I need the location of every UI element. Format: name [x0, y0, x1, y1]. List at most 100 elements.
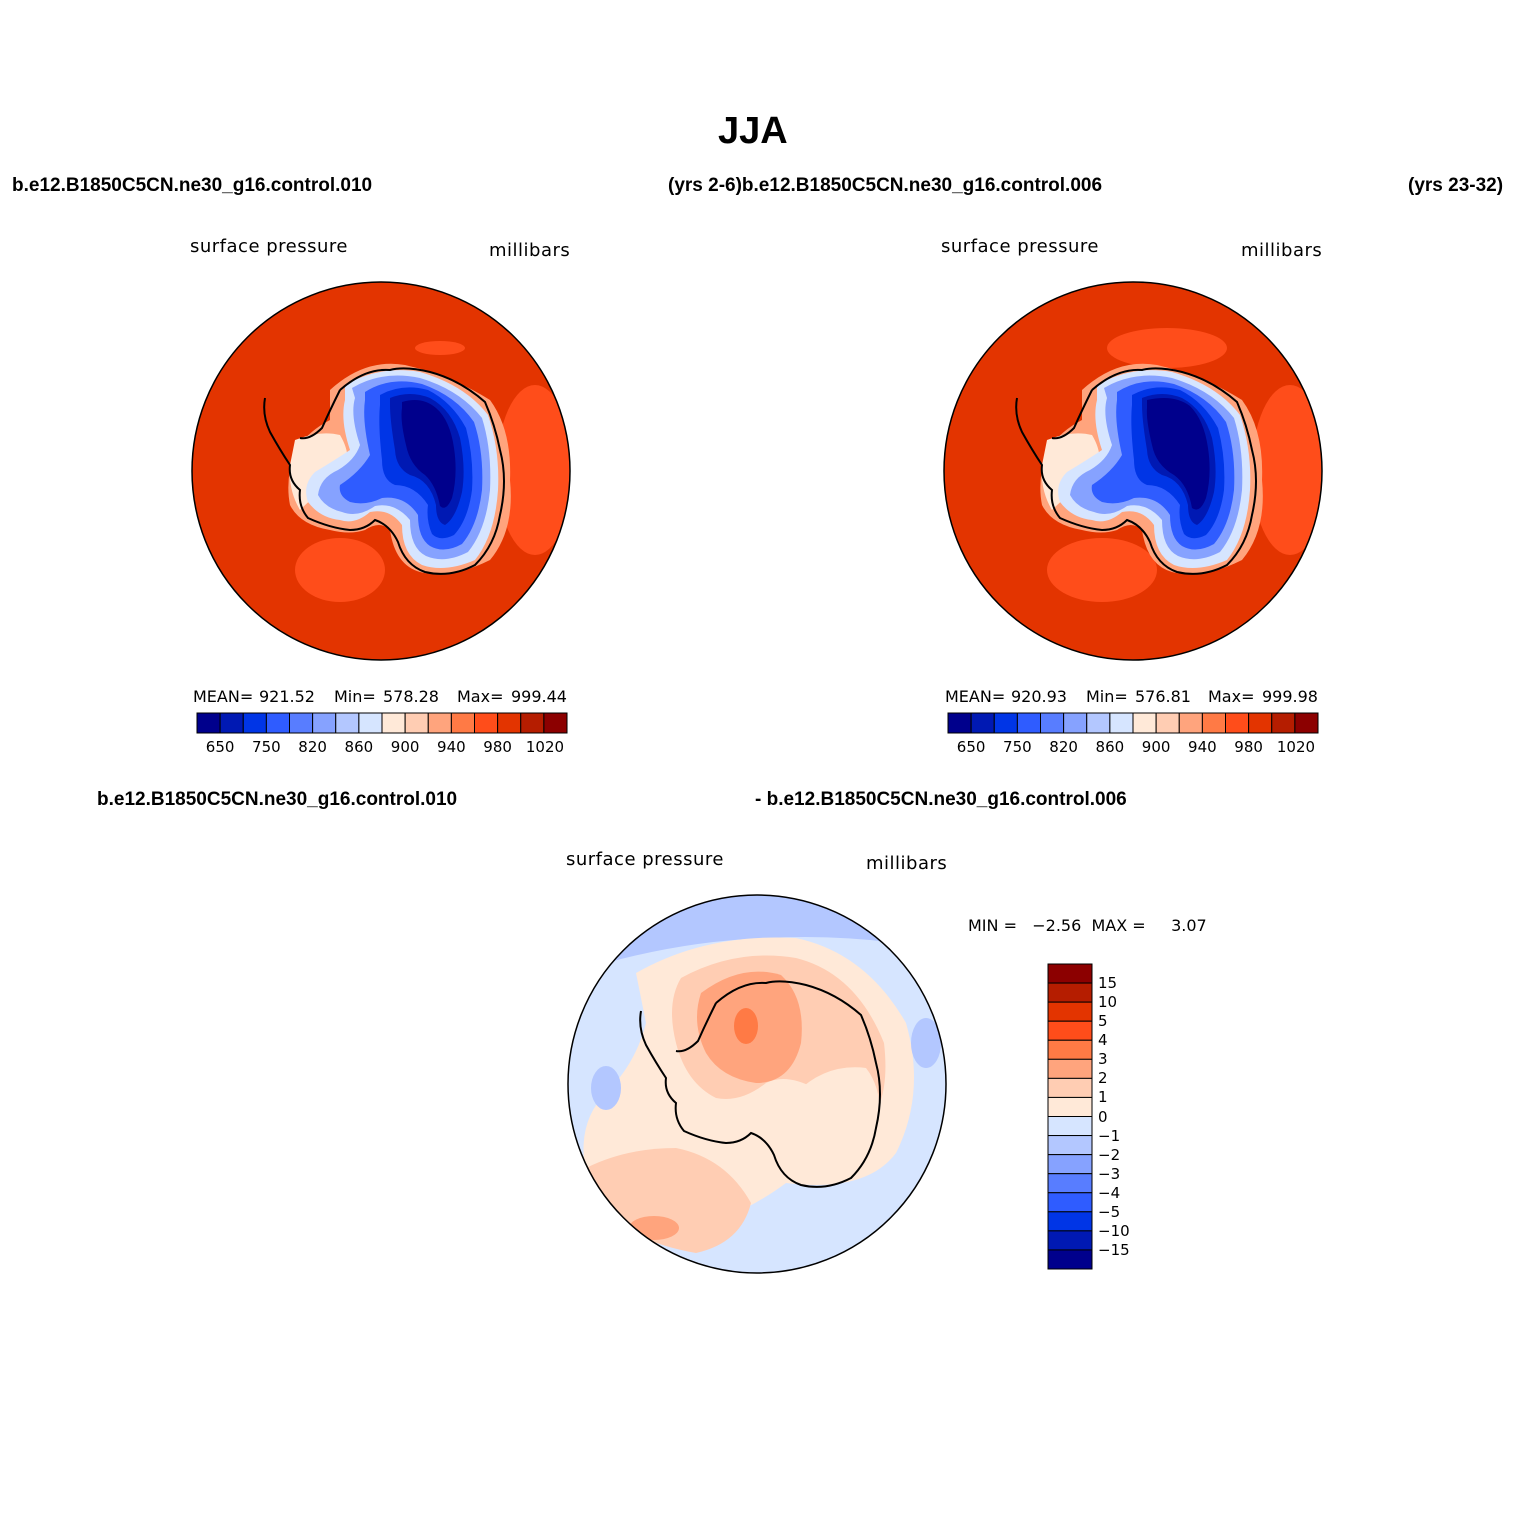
colorbar-swatch [1047, 1173, 1093, 1194]
colorbar-swatch [265, 712, 291, 734]
diff-polar-map [567, 894, 947, 1274]
colorbar-swatch [1063, 712, 1088, 734]
colorbar-tick-label: 1020 [1276, 738, 1316, 756]
colorbar-tick-label: 0 [1098, 1107, 1108, 1126]
colorbar-tick-label: 900 [1141, 738, 1171, 756]
panel1-variable-label: surface pressure [190, 236, 348, 257]
colorbar-swatch [1155, 712, 1180, 734]
colorbar-tick-label: 860 [1095, 738, 1125, 756]
colorbar-swatch [970, 712, 995, 734]
field-pos3 [734, 1008, 758, 1044]
colorbar-swatch [1047, 1058, 1093, 1079]
diff-colorbar [1047, 963, 1093, 1270]
colorbar-tick-label: −2 [1098, 1145, 1121, 1164]
colorbar-tick-label: 10 [1098, 993, 1118, 1012]
field-neg2-east [911, 1018, 941, 1068]
colorbar-tick-label: −4 [1098, 1183, 1121, 1202]
colorbar-swatch [1047, 1077, 1093, 1098]
colorbar-swatch [1086, 712, 1111, 734]
colorbar-swatch [1225, 712, 1250, 734]
colorbar-swatch [312, 712, 337, 734]
colorbar-tick-label: 860 [344, 738, 374, 756]
panel2-min-value: 576.81 [1135, 687, 1191, 706]
panel1-polar-map [191, 281, 571, 661]
colorbar-swatch [1047, 1230, 1093, 1251]
panel1-min-value: 578.28 [383, 687, 439, 706]
colorbar-tick-label: −15 [1098, 1240, 1130, 1259]
plateau-core [1146, 398, 1210, 510]
diff-minmax-label: MIN = −2.56 MAX = 3.07 [968, 916, 1207, 935]
field-neg2-west [591, 1066, 621, 1110]
colorbar-tick-label: 820 [1049, 738, 1078, 756]
panel1-max-value: 999.44 [511, 687, 567, 706]
colorbar-tick-label: 750 [252, 738, 281, 756]
map-boundary-circle [191, 281, 571, 661]
colorbar-tick-label: 3 [1098, 1050, 1108, 1069]
panel2-variable-label: surface pressure [941, 236, 1099, 257]
colorbar-swatch [1271, 712, 1296, 734]
panel2-colorbar [947, 712, 1319, 734]
colorbar-swatch [1294, 712, 1319, 734]
colorbar-swatch [381, 712, 406, 734]
colorbar-swatch [497, 712, 522, 734]
colorbar-tick-label: 940 [437, 738, 466, 756]
colorbar-swatch [1047, 1154, 1093, 1175]
high-pressure-patch-east [1252, 385, 1322, 555]
high-pressure-patch-southwest [295, 538, 385, 602]
panel2-max-value: 999.98 [1262, 687, 1318, 706]
antarctic-coastline [1015, 367, 1257, 575]
colorbar-tick-label: −3 [1098, 1164, 1121, 1183]
panel1-min-label: Min= [334, 687, 376, 706]
panel2-units-label: millibars [1241, 240, 1323, 261]
panel1-mean-value: 921.52 [259, 687, 315, 706]
colorbar-swatch [474, 712, 499, 734]
colorbar-swatch [289, 712, 314, 734]
colorbar-swatch [1047, 1192, 1093, 1213]
colorbar-swatch [520, 712, 545, 734]
colorbar-swatch [1132, 712, 1157, 734]
colorbar-swatch [993, 712, 1018, 734]
colorbar-swatch [1047, 1249, 1093, 1270]
diff-case-left-label: b.e12.B1850C5CN.ne30_g16.control.010 [97, 789, 458, 810]
high-pressure-patch-north [1107, 328, 1227, 368]
panel1-units-label: millibars [489, 240, 571, 261]
colorbar-tick-label: 980 [483, 738, 512, 756]
colorbar-swatch [1047, 982, 1093, 1003]
colorbar-swatch [1248, 712, 1273, 734]
high-pressure-patch-north [415, 341, 465, 355]
colorbar-swatch [1047, 1135, 1093, 1156]
high-pressure-patch-east [497, 385, 570, 555]
colorbar-swatch [543, 712, 568, 734]
colorbar-swatch [1047, 1096, 1093, 1118]
colorbar-swatch [1047, 1039, 1093, 1060]
diff-units-label: millibars [866, 853, 948, 874]
panel1-max-label: Max= [457, 687, 504, 706]
colorbar-swatch [196, 712, 221, 734]
panel2-max-label: Max= [1208, 687, 1255, 706]
antarctic-coastline [263, 367, 505, 575]
map-boundary-circle [567, 894, 947, 1274]
map-boundary-circle [943, 281, 1323, 661]
colorbar-tick-label: −5 [1098, 1202, 1121, 1221]
colorbar-tick-label: 1020 [525, 738, 565, 756]
panel1-colorbar-ticks: 650 750 820 860 900 940 980 1020 [197, 738, 567, 758]
colorbar-swatch [1109, 712, 1134, 734]
colorbar-tick-label: −1 [1098, 1126, 1121, 1145]
colorbar-tick-label: 940 [1188, 738, 1217, 756]
colorbar-tick-label: 750 [1003, 738, 1032, 756]
field-zero-east [781, 1067, 881, 1183]
colorbar-swatch [1047, 1211, 1093, 1232]
colorbar-tick-label: 900 [390, 738, 420, 756]
colorbar-swatch [335, 712, 360, 734]
colorbar-swatch [1047, 1116, 1093, 1137]
colorbar-swatch [1201, 712, 1227, 734]
colorbar-tick-label: 2 [1098, 1069, 1108, 1088]
colorbar-swatch [242, 712, 267, 734]
panel1-colorbar [196, 712, 568, 734]
plateau-core [401, 400, 456, 508]
diff-variable-label: surface pressure [566, 849, 724, 870]
colorbar-swatch [1047, 1001, 1093, 1022]
high-pressure-patch-southwest [1047, 538, 1157, 602]
top-case-mid-label: (yrs 2-6)b.e12.B1850C5CN.ne30_g16.contro… [668, 175, 1103, 196]
colorbar-swatch [947, 712, 972, 734]
